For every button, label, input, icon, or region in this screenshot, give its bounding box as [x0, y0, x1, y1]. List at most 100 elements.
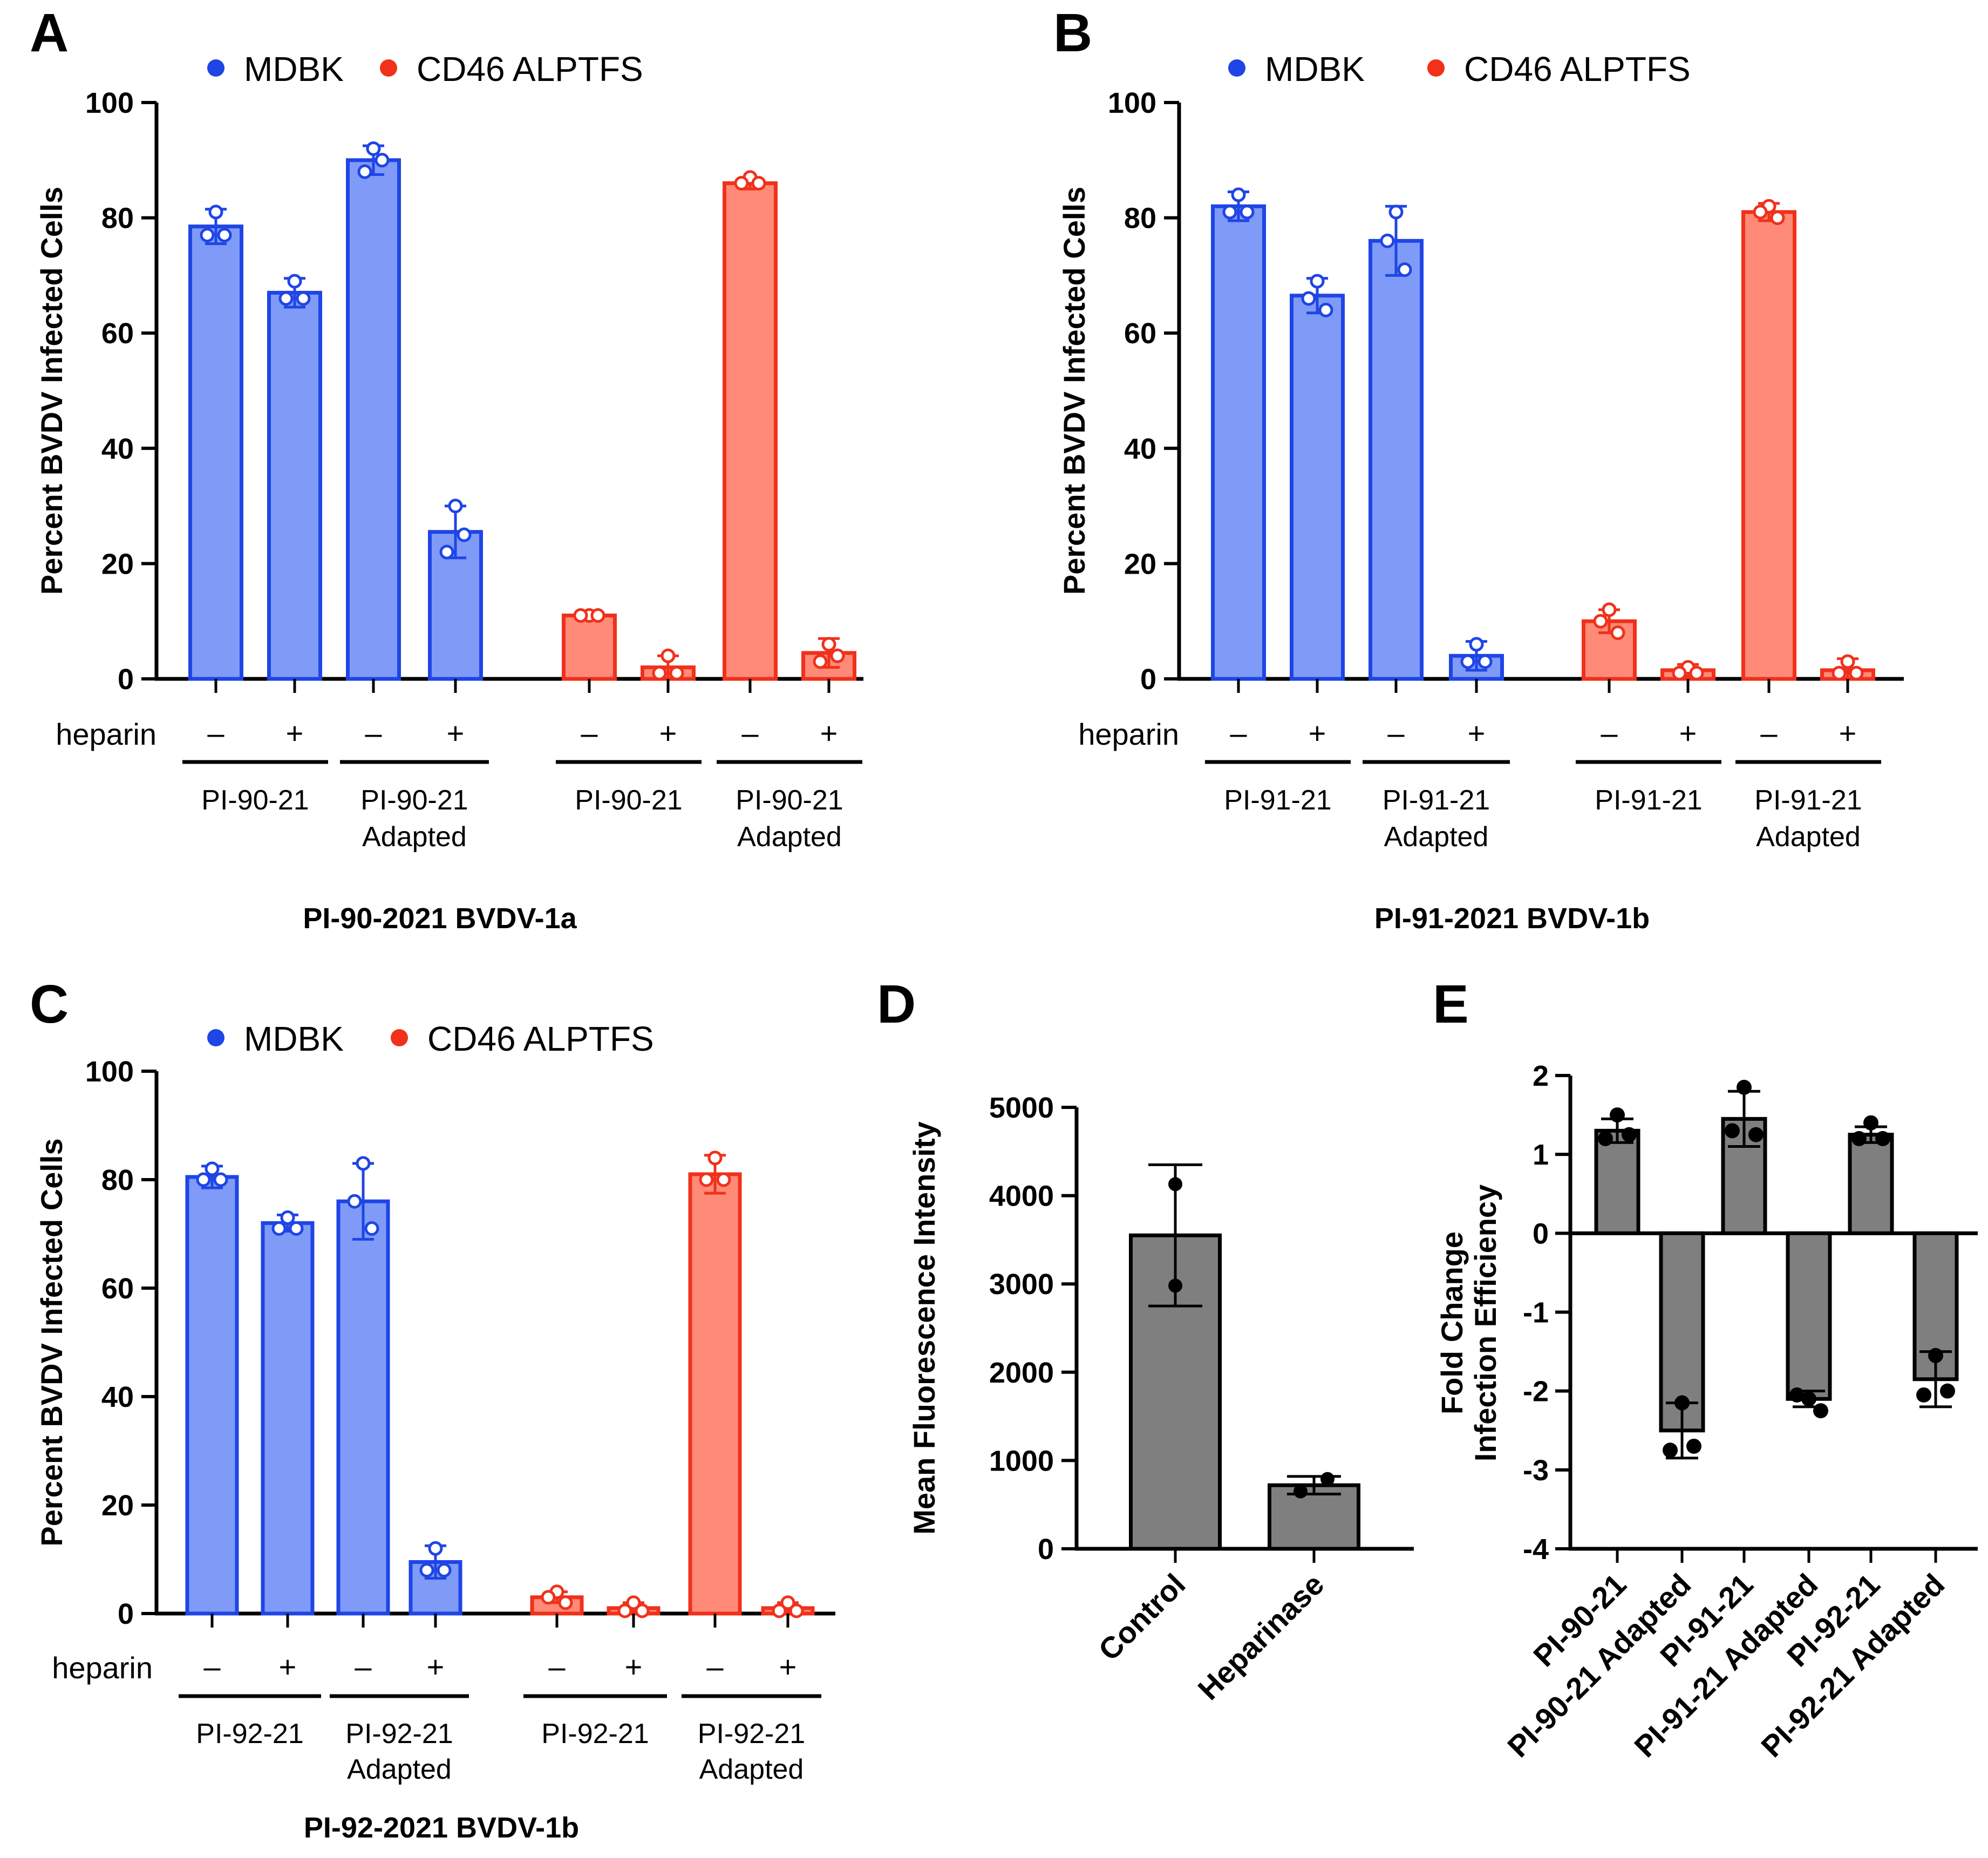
data-point: [1801, 1391, 1816, 1407]
treatment-sign: –: [355, 1650, 372, 1684]
data-point: [590, 608, 605, 623]
treatment-sign: +: [820, 716, 838, 750]
group-label: Adapted: [1756, 821, 1861, 853]
y-tick-label: 100: [85, 1056, 134, 1088]
y-tick-label: 20: [1124, 548, 1156, 580]
group-label: PI-92-21: [196, 1718, 303, 1750]
group-label: PI-90-21: [360, 785, 468, 816]
chart-title: PI-92-2021 BVDV-1b: [304, 1812, 579, 1844]
data-point: [213, 1172, 228, 1187]
data-point: [558, 1595, 573, 1610]
legend-label: CD46 ALPTFS: [417, 50, 643, 89]
group-label: Adapted: [347, 1754, 452, 1785]
data-point: [1320, 1472, 1335, 1486]
chart-title: PI-90-2021 BVDV-1a: [303, 902, 577, 935]
bar: [1369, 239, 1424, 681]
group-label: PI-90-21: [575, 785, 682, 816]
y-axis-label: Percent BVDV Infected Cells: [1057, 187, 1091, 595]
group-label: Adapted: [1384, 821, 1489, 853]
panel-b-chart: B MDBK CD46 ALPTFS 0 20 40 60 80 100 Percent BVDV…: [1053, 3, 1904, 935]
data-point: [437, 1563, 452, 1578]
panel-letter: C: [30, 974, 69, 1035]
panel-d-chart: D 0 1000 2000 3000 4000 5000 Mean Fluorescence …: [877, 974, 1414, 1706]
data-point: [1813, 1403, 1828, 1419]
y-tick-label: 4000: [989, 1180, 1054, 1213]
data-point: [734, 176, 749, 191]
panel-e-chart: E -4 -3 -2 -1 0 1 2 Fold ChangeInfection Efficie…: [1433, 974, 1978, 1764]
legend-marker: [391, 1029, 408, 1046]
treatment-sign: –: [581, 716, 598, 750]
y-tick-label: 20: [101, 548, 134, 580]
group-label: PI-91-21: [1754, 785, 1862, 816]
group-label: PI-91-21: [1383, 785, 1490, 816]
data-point: [1593, 614, 1608, 629]
data-point: [751, 176, 766, 191]
data-point: [1602, 602, 1617, 617]
y-tick-label: 3000: [989, 1268, 1054, 1301]
data-point: [772, 1603, 787, 1618]
treatment-sign: –: [207, 716, 224, 750]
data-point: [830, 648, 845, 663]
data-point: [1610, 625, 1625, 641]
data-point: [366, 141, 381, 156]
y-tick-label: 0: [1038, 1533, 1054, 1566]
data-point: [439, 545, 454, 560]
panel-letter: E: [1433, 974, 1469, 1035]
data-point: [669, 665, 684, 680]
y-tick-label: 60: [101, 317, 134, 350]
data-point: [716, 1172, 731, 1187]
legend-marker: [207, 1029, 224, 1046]
y-tick-label: 80: [101, 202, 134, 235]
bar: [188, 224, 243, 681]
bar: [1848, 1133, 1894, 1235]
data-point: [1851, 1131, 1867, 1146]
panel-letter: A: [30, 3, 69, 63]
bar: [562, 614, 617, 681]
y-tick-label: 60: [101, 1272, 134, 1305]
treatment-sign: –: [203, 1650, 221, 1684]
group-label: PI-90-21: [736, 785, 843, 816]
data-point: [1840, 654, 1855, 669]
treatment-sign: +: [1679, 716, 1697, 750]
data-point: [205, 1161, 220, 1176]
heparin-label: heparin: [52, 1651, 153, 1685]
legend-marker: [207, 59, 224, 77]
treatment-sign: +: [447, 716, 465, 750]
data-point: [1748, 1127, 1764, 1142]
data-point: [1875, 1131, 1890, 1146]
treatment-sign: +: [659, 716, 677, 750]
data-point: [1916, 1387, 1931, 1403]
legend-marker: [1427, 59, 1445, 77]
data-point: [1478, 654, 1493, 669]
treatment-sign: +: [1468, 716, 1486, 750]
group-label: PI-90-21: [201, 785, 309, 816]
y-tick-label: 0: [118, 1598, 134, 1630]
data-point: [1469, 637, 1484, 652]
data-point: [1689, 665, 1704, 680]
data-point: [573, 608, 588, 623]
y-tick-label: 80: [101, 1164, 134, 1196]
group-label: Adapted: [362, 821, 467, 853]
x-category-label: Control: [1092, 1567, 1192, 1667]
data-point: [821, 637, 836, 652]
data-point: [1686, 1438, 1701, 1454]
data-point: [1674, 1395, 1690, 1411]
treatment-sign: –: [1760, 716, 1778, 750]
legend-label: MDBK: [244, 50, 344, 89]
data-point: [1789, 1387, 1805, 1403]
y-tick-label: 1: [1533, 1139, 1549, 1171]
data-point: [1222, 205, 1237, 220]
data-point: [661, 648, 676, 663]
group-label: PI-92-21: [345, 1718, 453, 1750]
data-point: [707, 1151, 723, 1166]
y-tick-label: 0: [1140, 663, 1156, 696]
chart-title: PI-91-2021 BVDV-1b: [1374, 902, 1650, 935]
group-label: PI-91-21: [1224, 785, 1331, 816]
data-point: [1168, 1278, 1182, 1293]
data-point: [287, 274, 302, 289]
data-point: [196, 1172, 211, 1187]
treatment-sign: –: [548, 1650, 566, 1684]
data-point: [626, 1595, 641, 1610]
treatment-sign: –: [365, 716, 382, 750]
treatment-sign: +: [779, 1650, 797, 1684]
